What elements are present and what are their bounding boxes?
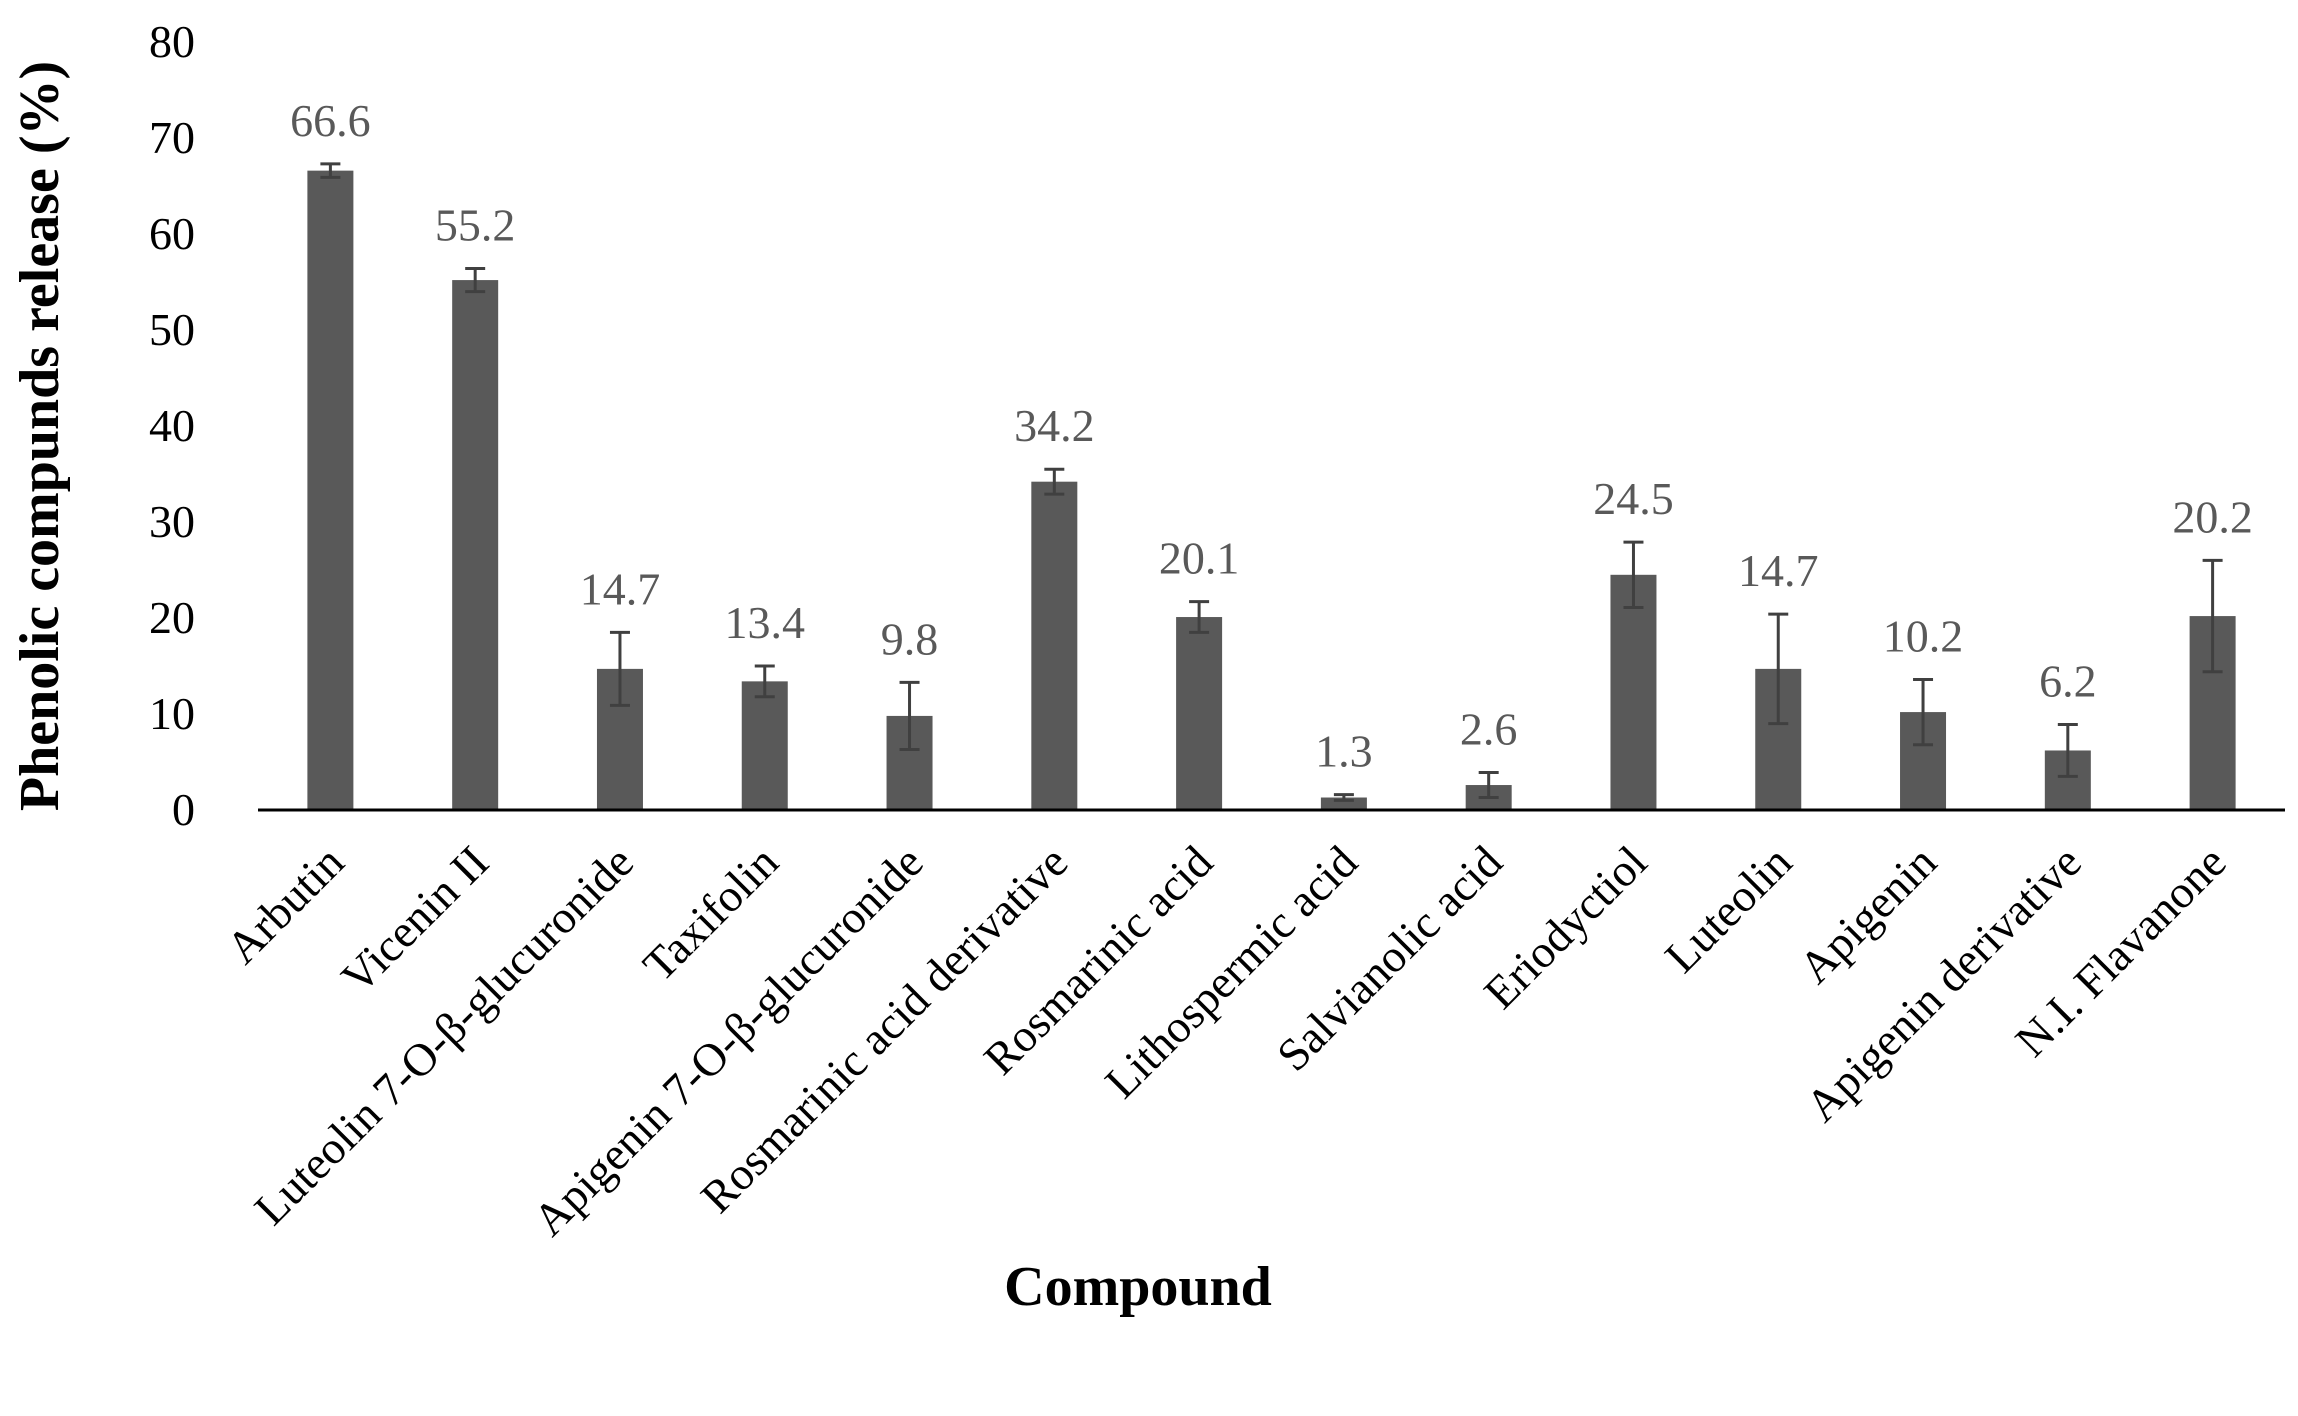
data-label: 9.8 <box>881 613 939 664</box>
error-bar <box>1333 793 1354 802</box>
data-label: 10.2 <box>1883 610 1964 661</box>
error-bar <box>465 267 486 294</box>
data-label: 2.6 <box>1460 704 1518 755</box>
y-tick-label: 60 <box>149 208 195 259</box>
bar <box>1176 617 1223 810</box>
error-bar <box>609 630 630 707</box>
y-tick-label: 80 <box>149 16 195 67</box>
bar <box>1031 481 1078 810</box>
error-bars-layer <box>320 162 2223 802</box>
data-labels-layer: 66.6 55.2 14.7 13.4 9.8 34.2 20.1 1.3 2.6 24.5 14.… <box>290 95 2253 777</box>
bar <box>1610 574 1657 810</box>
y-tick-label: 20 <box>149 592 195 643</box>
data-label: 24.5 <box>1593 473 1674 524</box>
y-axis-title: Phenolic compunds release (%) <box>9 61 71 811</box>
x-axis-title: Compound <box>1004 1256 1272 1318</box>
y-tick-labels: 0 10 20 30 40 50 60 70 80 <box>149 16 195 835</box>
x-tick-label: Luteolin <box>1655 836 1801 982</box>
bar <box>1320 797 1367 810</box>
data-label: 20.1 <box>1159 533 1240 584</box>
data-label: 34.2 <box>1014 400 1095 451</box>
error-bar <box>1478 771 1499 800</box>
bar <box>307 170 354 810</box>
data-label: 55.2 <box>435 200 516 251</box>
error-bar <box>1044 467 1065 496</box>
x-tick-label: Arbutin <box>216 836 353 973</box>
error-bar <box>320 162 341 179</box>
data-label: 6.2 <box>2039 656 2097 707</box>
bar <box>741 681 788 810</box>
y-tick-label: 40 <box>149 400 195 451</box>
error-bar <box>2057 723 2078 778</box>
error-bar <box>1623 540 1644 609</box>
error-bar <box>2202 558 2223 674</box>
y-tick-label: 70 <box>149 112 195 163</box>
error-bar <box>1189 600 1210 634</box>
data-label: 66.6 <box>290 95 371 146</box>
data-label: 13.4 <box>725 597 806 648</box>
error-bar <box>1768 612 1789 726</box>
x-tick-label: Lithospermic acid <box>1095 836 1367 1108</box>
data-label: 14.7 <box>1738 545 1819 596</box>
y-tick-label: 10 <box>149 688 195 739</box>
data-label: 20.2 <box>2172 491 2253 542</box>
data-label: 14.7 <box>580 563 661 614</box>
x-tick-label: Apigenin derivative <box>1796 836 2091 1131</box>
bars-layer <box>307 170 2236 811</box>
y-tick-label: 50 <box>149 304 195 355</box>
y-tick-label: 30 <box>149 496 195 547</box>
error-bar <box>899 680 920 752</box>
data-label: 1.3 <box>1315 726 1373 777</box>
y-tick-label: 0 <box>172 784 195 835</box>
bar <box>452 280 499 811</box>
error-bar <box>1913 677 1934 747</box>
error-bar <box>754 664 775 699</box>
